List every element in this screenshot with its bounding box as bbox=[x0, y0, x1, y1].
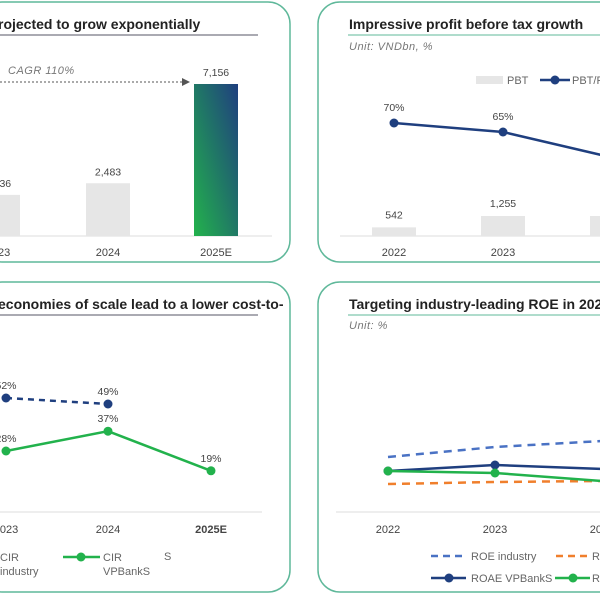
line-label: 52% bbox=[0, 380, 17, 392]
x-tick: 2024 bbox=[96, 247, 120, 259]
legend-roe-industry: ROE industry bbox=[471, 551, 537, 563]
bar-label: 7,156 bbox=[203, 67, 229, 79]
panel-roe bbox=[317, 281, 600, 593]
line-point bbox=[206, 466, 216, 476]
legend-ratio: PBT/R bbox=[572, 75, 600, 87]
chart-title: Impressive profit before tax growth bbox=[349, 16, 583, 32]
x-tick: 2025E bbox=[200, 247, 232, 259]
unit-label: Unit: VNDbn, % bbox=[349, 41, 433, 53]
x-tick: 2024 bbox=[590, 524, 600, 536]
bar-2024 bbox=[86, 183, 130, 236]
line-point bbox=[1, 393, 11, 403]
line-label: 70% bbox=[383, 102, 404, 114]
legend-roae-vpbanks: ROAE VPBankS bbox=[471, 573, 552, 585]
bar-2023 bbox=[0, 194, 20, 236]
legend-dot bbox=[444, 573, 454, 583]
line-point bbox=[383, 466, 393, 476]
legend-dot bbox=[550, 75, 560, 85]
line-label: 49% bbox=[97, 386, 118, 398]
line-point bbox=[389, 118, 399, 128]
line-point bbox=[103, 426, 113, 436]
panel-net-revenue bbox=[0, 1, 291, 263]
legend-r-green: R bbox=[592, 573, 600, 585]
bar-2023 bbox=[481, 216, 525, 236]
legend-cir-industry: CIR industry bbox=[0, 552, 39, 578]
bar-label: 2,483 bbox=[95, 166, 121, 178]
x-tick: 2022 bbox=[376, 524, 400, 536]
bar-2022 bbox=[372, 227, 416, 236]
legend-dot bbox=[76, 552, 86, 562]
line-point bbox=[490, 468, 500, 478]
line-label: 19% bbox=[200, 453, 221, 465]
panel-cir bbox=[0, 281, 291, 593]
line-label: 37% bbox=[97, 413, 118, 425]
line-point bbox=[103, 399, 113, 409]
line-label: 65% bbox=[492, 111, 513, 123]
x-tick: 2024 bbox=[96, 524, 120, 536]
legend-pbt-swatch bbox=[476, 76, 503, 84]
x-tick: 2025E bbox=[195, 524, 227, 536]
x-tick: 2023 bbox=[491, 247, 515, 259]
x-tick: 2022 bbox=[382, 247, 406, 259]
legend-extra: S bbox=[164, 551, 171, 563]
cagr-annotation: CAGR 110% bbox=[8, 65, 75, 77]
x-tick: 2023 bbox=[0, 524, 18, 536]
line-point bbox=[1, 446, 11, 456]
bar-label: 1,936 bbox=[0, 178, 11, 190]
chart-title: economies of scale lead to a lower cost-… bbox=[0, 296, 284, 312]
line-r-orange bbox=[387, 479, 600, 486]
bar-2024 bbox=[590, 216, 600, 236]
legend-pbt: PBT bbox=[507, 75, 529, 87]
legend-cir-vpbanks: CIR VPBankS bbox=[103, 552, 150, 578]
line-point bbox=[498, 127, 508, 137]
bar-label: 1,255 bbox=[490, 198, 516, 210]
line-point bbox=[490, 460, 500, 470]
unit-label: Unit: % bbox=[349, 320, 388, 332]
legend-r-orange: R bbox=[592, 551, 600, 563]
chart-title: rojected to grow exponentially bbox=[0, 16, 200, 32]
chart-title: Targeting industry-leading ROE in 2025 bbox=[349, 296, 600, 312]
x-tick: 2023 bbox=[0, 247, 10, 259]
line-label: 28% bbox=[0, 433, 17, 445]
bar-2025E bbox=[194, 84, 238, 236]
panel-pbt bbox=[317, 1, 600, 263]
x-tick: 2023 bbox=[483, 524, 507, 536]
legend-dot bbox=[568, 573, 578, 583]
bar-label: 542 bbox=[385, 209, 403, 221]
line-roe-industry bbox=[387, 439, 600, 459]
